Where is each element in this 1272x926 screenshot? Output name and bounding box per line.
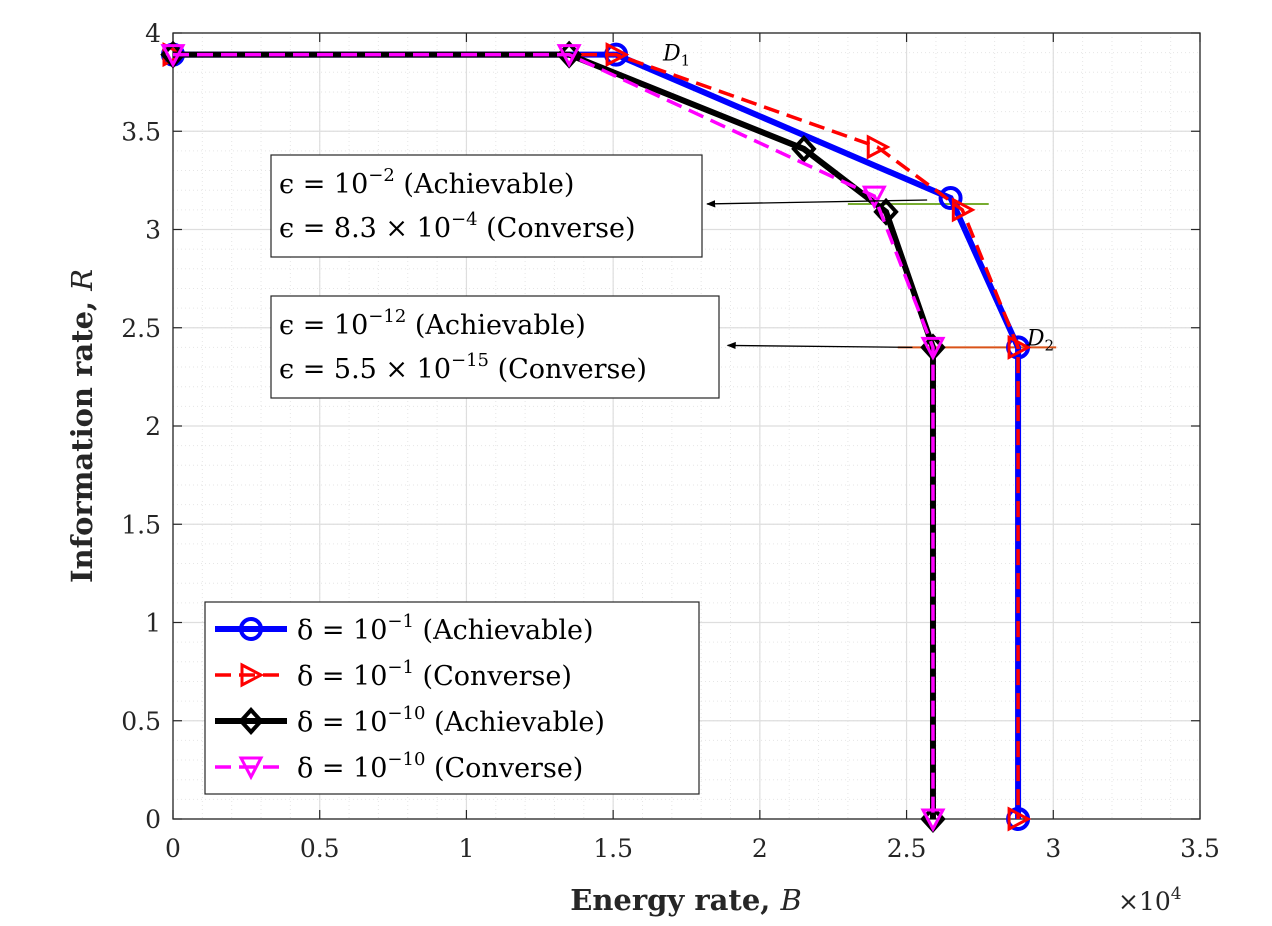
annotation-box — [270, 295, 720, 399]
legend-entry-2: δ = 10−1 (Converse) — [215, 657, 572, 692]
legend-swatch-marker — [240, 662, 265, 688]
legend-entry-3: δ = 10−10 (Achievable) — [215, 703, 605, 738]
point-label-d1: D1 — [662, 42, 690, 70]
y-tick-label: 0 — [145, 805, 161, 834]
x-tick-label: 1 — [458, 834, 474, 863]
legend-label: δ = 10−1 (Achievable) — [297, 611, 593, 646]
point-label-d2: D2 — [1026, 327, 1054, 355]
x-tick-label: 1.5 — [593, 834, 633, 863]
series-3-point — [791, 134, 817, 163]
series-2-point — [866, 134, 891, 160]
annotation-arrow — [726, 341, 913, 350]
series-4-point — [556, 44, 582, 68]
x-tick-label: 2 — [752, 834, 768, 863]
y-tick-label: 0.5 — [121, 707, 161, 736]
x-tick-label: 3 — [1045, 834, 1061, 863]
point-labels: D1 D2 — [662, 42, 1054, 355]
annotations: ϵ = 10−2 (Achievable) ϵ = 8.3 × 10−4 (Con… — [270, 154, 928, 399]
legend-label: δ = 10−1 (Converse) — [297, 657, 572, 692]
annotation-line: ϵ = 10−12 (Achievable) — [279, 306, 586, 341]
legend-box — [204, 601, 700, 795]
legend-swatch-marker — [239, 617, 263, 641]
legend-entry-4: δ = 10−10 (Converse) — [215, 749, 583, 784]
series-2-point — [951, 197, 976, 223]
x-tick-label: 2.5 — [887, 834, 927, 863]
x-axis-multiplier: ×104 — [1118, 884, 1182, 916]
ticks: 0 0.5 1 1.5 2 2.5 3 3.5 0 0.5 1 1.5 2 2.5 3 3.5 4 — [121, 19, 1220, 863]
series-line-4 — [173, 52, 935, 819]
y-tick-label: 1.5 — [121, 510, 161, 539]
series-4-point — [160, 44, 186, 68]
series-4-point — [861, 185, 887, 210]
series-1-point — [938, 186, 963, 211]
annotation-line: ϵ = 5.5 × 10−15 (Converse) — [279, 350, 647, 385]
annotation-arrow — [706, 199, 928, 208]
y-tick-label: 2 — [145, 412, 161, 441]
x-tick-label: 3.5 — [1180, 834, 1220, 863]
series-2-point — [1007, 334, 1032, 360]
series-4 — [160, 44, 946, 833]
y-tick-label: 1 — [145, 609, 161, 638]
x-axis-label: Energy rate, B — [570, 883, 802, 917]
y-tick-label: 3 — [145, 216, 161, 245]
annotation-2: ϵ = 10−12 (Achievable) ϵ = 5.5 × 10−15 (C… — [270, 295, 913, 399]
series-2-point — [1007, 806, 1032, 832]
series-4-point — [920, 336, 946, 361]
y-tick-label: 2.5 — [121, 314, 161, 343]
x-tick-label: 0 — [165, 834, 181, 863]
legend-label: δ = 10−10 (Converse) — [297, 749, 583, 784]
legend-swatch-marker — [238, 707, 264, 735]
legend-swatch-marker — [238, 756, 264, 781]
y-axis-label: Information rate, R — [65, 269, 99, 583]
series-group — [160, 40, 1032, 833]
annotation-box — [270, 154, 703, 258]
annotation-line: ϵ = 8.3 × 10−4 (Converse) — [279, 209, 635, 244]
series-2-point — [605, 42, 630, 68]
annotation-1: ϵ = 10−2 (Achievable) ϵ = 8.3 × 10−4 (Con… — [270, 154, 928, 258]
legend-label: δ = 10−10 (Achievable) — [297, 703, 605, 738]
legend-entry-1: δ = 10−1 (Achievable) — [215, 611, 593, 646]
legend: δ = 10−1 (Achievable) δ = 10−1 (Converse)… — [204, 601, 700, 795]
annotation-line: ϵ = 10−2 (Achievable) — [279, 165, 574, 200]
series-4-point — [920, 808, 946, 833]
x-tick-label: 0.5 — [300, 834, 340, 863]
y-tick-label: 3.5 — [121, 117, 161, 146]
y-tick-label: 4 — [145, 19, 161, 48]
